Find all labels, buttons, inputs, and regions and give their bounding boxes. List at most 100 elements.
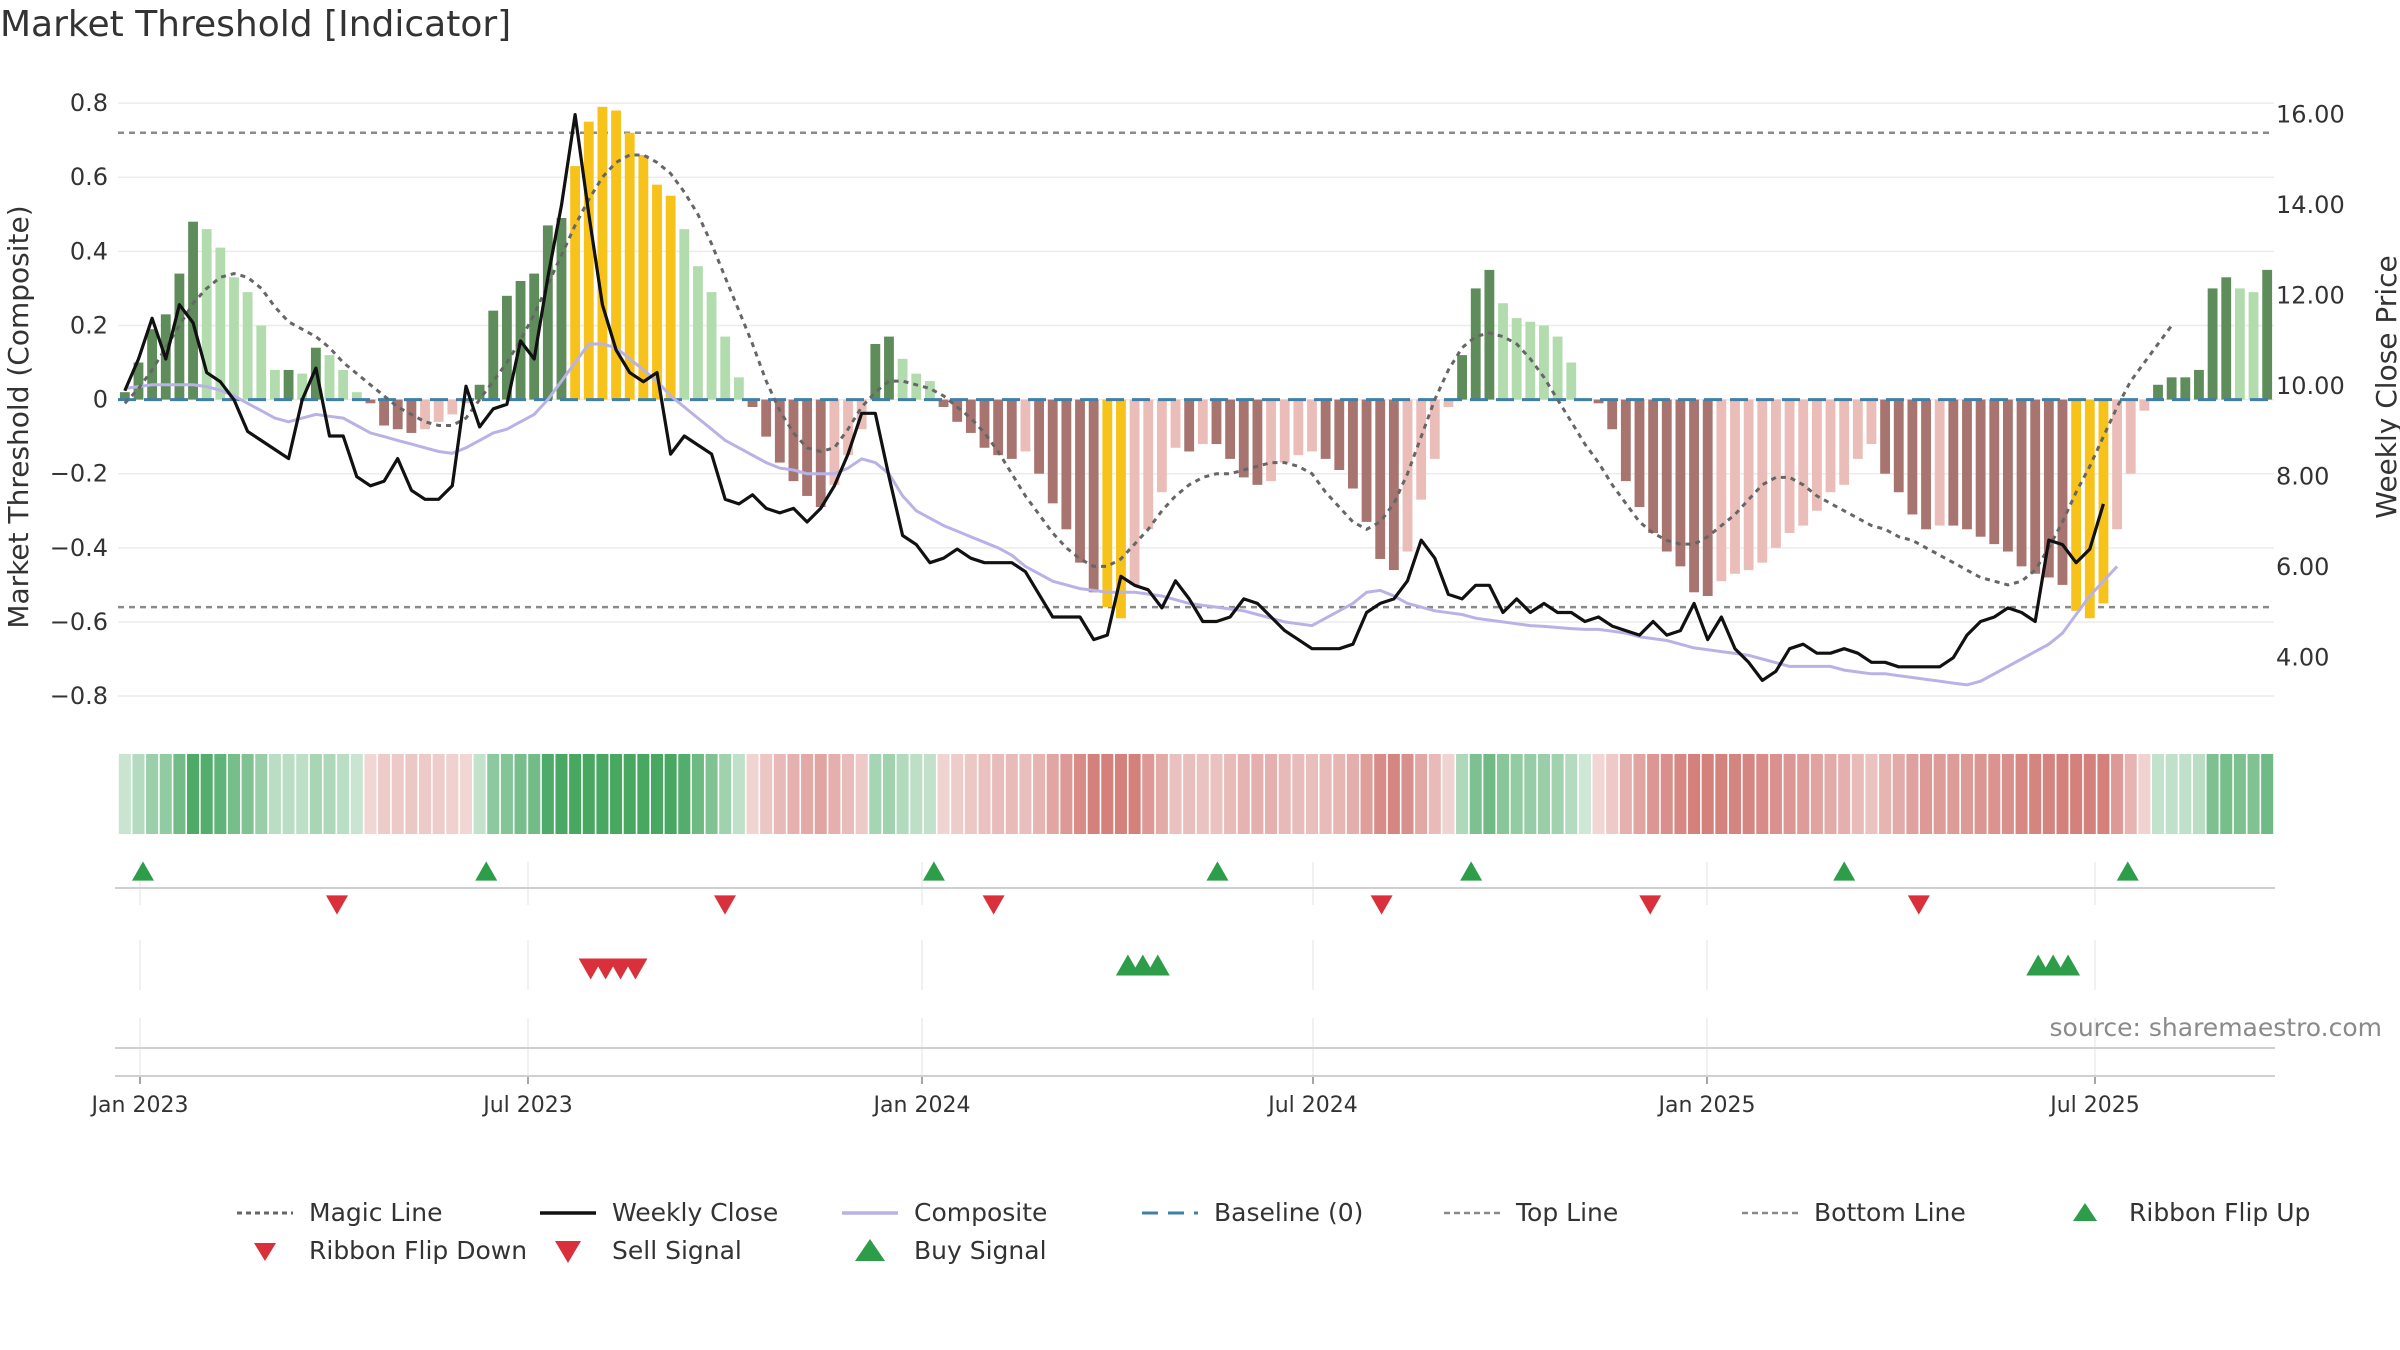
ribbon-cell — [1619, 754, 1632, 834]
ribbon-cell — [1524, 754, 1537, 834]
composite-bar — [1266, 399, 1276, 482]
ribbon-cell — [951, 754, 964, 834]
composite-bar — [529, 273, 540, 400]
ribbon-cell — [869, 754, 882, 834]
composite-bar — [1689, 399, 1699, 593]
composite-bar — [1771, 399, 1781, 548]
composite-bar — [1102, 399, 1113, 608]
composite-bar — [351, 392, 362, 400]
composite-bar — [638, 155, 649, 400]
ribbon-cell — [1360, 754, 1373, 834]
ribbon-cell — [419, 754, 432, 834]
composite-bar — [542, 225, 553, 400]
composite-bar — [720, 336, 731, 400]
composite-bar — [1470, 288, 1481, 400]
composite-bar — [2016, 399, 2027, 567]
composite-bar — [1866, 399, 1877, 445]
composite-bar — [1143, 399, 1154, 530]
composite-bar — [2180, 377, 2191, 400]
composite-bar — [324, 355, 335, 400]
composite-bar — [1047, 399, 1058, 504]
composite-bar — [679, 229, 690, 400]
composite-bar — [1593, 399, 1604, 404]
composite-bar — [1893, 399, 1904, 493]
ribbon-cell — [610, 754, 623, 834]
ribbon-flip-up-marker — [475, 861, 498, 881]
x-tick-label: Jan 2024 — [872, 1093, 971, 1118]
composite-bar — [2139, 399, 2150, 411]
composite-bar — [379, 399, 390, 426]
composite-bar — [815, 399, 826, 508]
ribbon-cell — [1592, 754, 1605, 834]
composite-bar — [1307, 399, 1317, 452]
composite-bar — [1962, 399, 1972, 530]
composite-bar — [1948, 399, 1959, 526]
ribbon-cell — [1960, 754, 1973, 834]
ribbon-cell — [1701, 754, 1714, 834]
ribbon-cell — [719, 754, 732, 834]
composite-bar — [1170, 399, 1181, 448]
axes: 0.8 0.6 0.4 0.2 0 −0.2 −0.4 −0.6 −0.8 16.00 14.00 1… — [2, 89, 2400, 1118]
ribbon-cell — [1374, 754, 1387, 834]
composite-bar — [1811, 399, 1822, 511]
composite-bar — [1197, 399, 1208, 445]
composite-bar — [665, 195, 676, 400]
ribbon-cell — [1865, 754, 1878, 834]
ribbon-cell — [1033, 754, 1046, 834]
composite-bar — [1852, 399, 1863, 459]
composite-bar — [433, 399, 444, 422]
ribbon-cell — [296, 754, 309, 834]
ribbon-cells — [118, 754, 2274, 834]
source-note: source: sharemaestro.com — [2049, 1013, 2383, 1042]
ribbon-flip-up-marker — [1206, 861, 1229, 881]
ribbon-cell — [1851, 754, 1864, 834]
ribbon-cell — [1333, 754, 1346, 834]
buy-signal-marker — [2056, 954, 2081, 976]
composite-bar — [2234, 288, 2245, 400]
composite-bar — [2030, 399, 2041, 574]
composite-bar — [2207, 288, 2218, 400]
composite-bar — [706, 292, 717, 400]
composite-bar — [2071, 399, 2082, 611]
composite-bar — [1416, 399, 1427, 500]
ribbon-cell — [1428, 754, 1441, 834]
ribbon-cell — [1005, 754, 1018, 834]
ribbon-cell — [1742, 754, 1755, 834]
composite-bar — [1211, 399, 1222, 445]
composite-bar — [1279, 399, 1290, 463]
y-tick-label: −0.4 — [50, 534, 108, 562]
ribbon-cell — [1565, 754, 1578, 834]
composite-bar — [1156, 399, 1167, 493]
ribbon-cell — [1210, 754, 1223, 834]
ribbon-cell — [514, 754, 527, 834]
composite-bar — [911, 373, 922, 400]
composite-bar — [297, 373, 308, 400]
composite-bar — [1825, 399, 1836, 493]
ribbon-cell — [1838, 754, 1851, 834]
ribbon-cell — [855, 754, 868, 834]
ribbon-cell — [255, 754, 268, 834]
ribbon-cell — [1510, 754, 1523, 834]
ribbon-flip-down-marker — [1639, 895, 1662, 915]
composite-bar — [1975, 399, 1986, 537]
ribbon-cell — [1660, 754, 1673, 834]
composite-bar — [1934, 399, 1945, 526]
ribbon-cell — [500, 754, 513, 834]
ribbon-cell — [2042, 754, 2055, 834]
composite-bar — [270, 369, 280, 400]
composite-bar — [1620, 399, 1631, 482]
composite-bar — [2043, 399, 2054, 578]
composite-bar — [1607, 399, 1618, 430]
ribbon-cell — [964, 754, 977, 834]
ribbon-flip-up-marker — [131, 861, 154, 881]
composite-bar — [1784, 399, 1795, 533]
ribbon-cell — [2111, 754, 2124, 834]
composite-bar — [447, 399, 458, 415]
ribbon-cell — [1674, 754, 1687, 834]
composite-bar — [133, 362, 144, 400]
ribbon-cell — [378, 754, 391, 834]
composite-bar — [1006, 399, 1017, 459]
composite-bar — [1116, 399, 1126, 619]
ribbon-cell — [978, 754, 991, 834]
